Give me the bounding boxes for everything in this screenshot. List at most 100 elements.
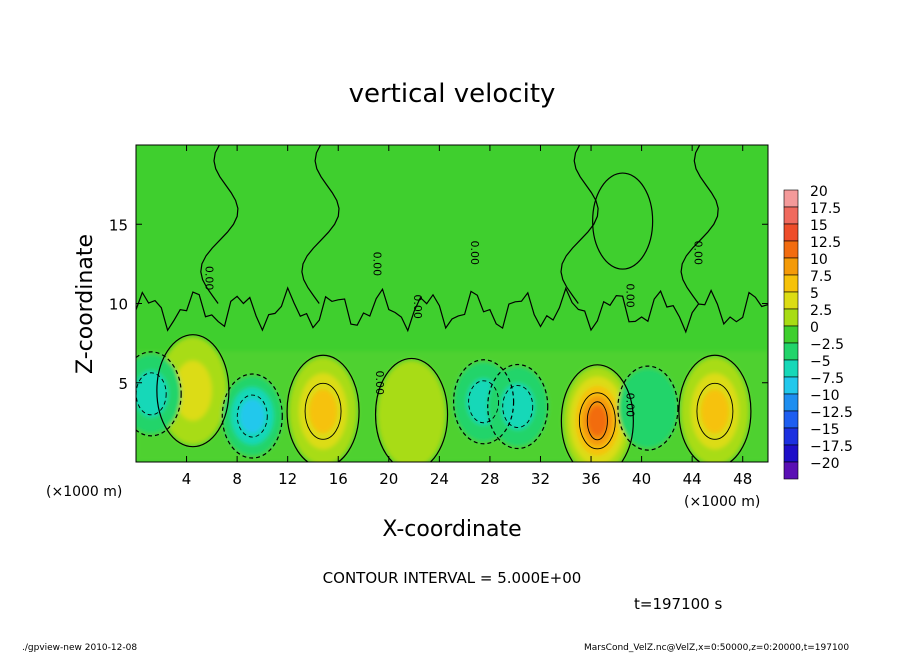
colorbar-swatch — [783, 376, 799, 395]
y-axis: 5 10 15 — [109, 216, 768, 393]
y-tick-label: 10 — [109, 296, 128, 314]
x-axis-label: X-coordinate — [382, 517, 521, 542]
colorbar-swatch — [783, 410, 799, 429]
contour-value-label: 0.00 — [371, 252, 384, 277]
contour-updraft — [286, 354, 360, 462]
contour-downdraft — [221, 373, 283, 459]
contour-inner — [236, 394, 268, 438]
contour-inner — [502, 385, 534, 428]
x-tick-label: 32 — [531, 470, 550, 488]
contour-value-label: 0.00 — [623, 283, 636, 308]
contour-downdraft — [487, 363, 549, 450]
colorbar-label: −20 — [810, 456, 840, 472]
contour-labels: 0.00 0.00 0.00 0.00 0.00 0.00 0.00 0.00 — [203, 241, 705, 418]
contour-zero-vertical — [301, 145, 340, 304]
x-tick-label: 36 — [581, 470, 600, 488]
colorbar-swatch — [783, 393, 799, 412]
contour-updraft — [374, 357, 449, 462]
colorbar-label: −12.5 — [810, 405, 853, 421]
x-tick-label: 40 — [632, 470, 651, 488]
contour-zero-vertical — [560, 145, 599, 304]
x-tick-label: 12 — [278, 470, 297, 488]
contour-zero-vertical — [200, 145, 239, 304]
x-unit-left: (×1000 m) — [46, 484, 122, 500]
contour-inner — [304, 382, 342, 440]
colorbar-swatch — [783, 274, 799, 293]
updraft-level — [377, 360, 446, 462]
contour-updraft — [560, 364, 634, 462]
colorbar-swatch — [783, 342, 799, 361]
contour-value-label: 0.00 — [468, 241, 481, 266]
colorbar-label: 17.5 — [810, 201, 841, 217]
contour-value-label: 0.00 — [411, 294, 424, 319]
x-tick-label: 44 — [683, 470, 702, 488]
contour-value-label: 0.00 — [373, 371, 386, 396]
contour-zero-layer — [136, 286, 768, 334]
updraft-level — [173, 360, 212, 421]
colorbar-swatch — [783, 359, 799, 378]
colorbar-label: −5 — [810, 354, 831, 370]
time-label: t=197100 s — [634, 595, 722, 613]
colorbar-swatch — [783, 461, 799, 480]
field-features — [136, 336, 768, 462]
colorbar-swatch — [783, 291, 799, 310]
colorbar-swatch — [783, 223, 799, 242]
colorbar-label: −10 — [810, 388, 840, 404]
y-axis-label: Z-coordinate — [73, 234, 98, 374]
contour-downdraft — [617, 365, 679, 451]
colorbar-swatch — [783, 325, 799, 344]
updraft-level — [309, 389, 338, 434]
contour-zero-loop — [592, 172, 654, 270]
colorbar-swatch — [783, 189, 799, 208]
colorbar-label: 0 — [810, 320, 819, 336]
x-tick-label: 16 — [329, 470, 348, 488]
x-tick-label: 20 — [379, 470, 398, 488]
contour-inner — [578, 392, 616, 450]
x-axis: 4 8 12 16 20 24 28 32 36 40 44 48 — [182, 145, 752, 488]
contour-value-label: 0.00 — [623, 393, 636, 418]
updraft-level — [587, 405, 608, 437]
y-tick-label: 15 — [109, 216, 128, 234]
x-unit-right: (×1000 m) — [684, 494, 760, 510]
contour-inner — [696, 382, 734, 440]
colorbar-swatch — [783, 308, 799, 327]
colorbar-label: −7.5 — [810, 371, 844, 387]
colorbar-swatch — [783, 240, 799, 259]
downdraft-level — [500, 383, 535, 430]
colorbar-label: 7.5 — [810, 269, 832, 285]
colorbar-swatch — [783, 427, 799, 446]
contour-value-label: 0.00 — [692, 241, 705, 266]
colorbar: 2017.51512.5107.552.50−2.5−5−7.5−10−12.5… — [783, 184, 853, 480]
colorbar-swatch — [783, 206, 799, 225]
y-tick-label: 5 — [118, 375, 128, 393]
colorbar-label: 10 — [810, 252, 828, 268]
contour-zero-vertical — [680, 145, 719, 304]
colorbar-label: −15 — [810, 422, 840, 438]
plot-area: 0.00 0.00 0.00 0.00 0.00 0.00 0.00 0.00 — [136, 145, 768, 462]
x-tick-label: 4 — [182, 470, 192, 488]
contour-value-label: 0.00 — [203, 266, 216, 291]
updraft-level — [700, 389, 729, 434]
footer-left: ./gpview-new 2010-12-08 — [22, 643, 137, 653]
colorbar-label: 15 — [810, 218, 828, 234]
colorbar-label: 12.5 — [810, 235, 841, 251]
colorbar-label: 2.5 — [810, 303, 832, 319]
colorbar-swatch — [783, 444, 799, 463]
x-tick-label: 8 — [232, 470, 242, 488]
x-tick-label: 28 — [480, 470, 499, 488]
contour-updraft — [678, 354, 752, 462]
colorbar-label: −2.5 — [810, 337, 844, 353]
contour-lines — [136, 145, 768, 462]
downdraft-level — [239, 398, 265, 434]
colorbar-label: 5 — [810, 286, 819, 302]
chart-title: vertical velocity — [349, 79, 556, 109]
contour-core — [586, 401, 608, 441]
colorbar-swatch — [783, 257, 799, 276]
colorbar-label: −17.5 — [810, 439, 853, 455]
x-tick-label: 24 — [430, 470, 449, 488]
contour-inner — [468, 380, 500, 424]
downdraft-level — [136, 370, 169, 417]
contour-downdraft — [136, 351, 182, 437]
contour-downdraft — [453, 359, 515, 445]
